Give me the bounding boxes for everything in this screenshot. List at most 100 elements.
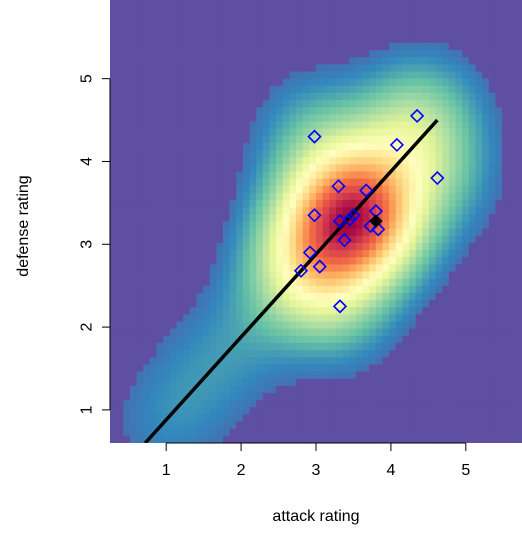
heatmap-cell <box>282 385 291 394</box>
heatmap-cell <box>143 157 151 165</box>
heatmap-cell <box>442 100 450 108</box>
heatmap-cell <box>415 50 423 58</box>
heatmap-cell <box>276 214 284 223</box>
heatmap-cell <box>442 71 450 80</box>
heatmap-cell <box>442 371 450 380</box>
heatmap-cell <box>502 364 510 373</box>
heatmap-cell <box>123 407 131 416</box>
heatmap-cell <box>183 21 191 30</box>
heatmap-cell <box>422 121 430 130</box>
heatmap-cell <box>236 400 244 408</box>
heatmap-cell <box>455 392 463 401</box>
heatmap-cell <box>515 371 522 380</box>
heatmap-cell <box>455 228 463 237</box>
heatmap-cell <box>508 92 516 101</box>
heatmap-cell <box>355 171 364 180</box>
heatmap-cell <box>382 357 390 366</box>
heatmap-cell <box>222 335 231 344</box>
heatmap-cell <box>143 135 151 144</box>
heatmap-cell <box>169 171 178 180</box>
heatmap-cell <box>435 378 443 387</box>
heatmap-cell <box>442 335 450 344</box>
heatmap-cell <box>468 85 477 94</box>
heatmap-cell <box>269 257 277 265</box>
heatmap-cell <box>508 114 516 123</box>
heatmap-cell <box>329 150 337 158</box>
x-tick-label: 1 <box>162 462 171 479</box>
heatmap-cell <box>242 364 251 373</box>
heatmap-cell <box>110 64 118 73</box>
heatmap-cell <box>468 385 477 394</box>
heatmap-cell <box>116 314 124 323</box>
heatmap-cell <box>495 21 503 30</box>
heatmap-cell <box>163 7 171 15</box>
heatmap-cell <box>495 378 503 387</box>
heatmap-cell <box>242 92 251 101</box>
heatmap-cell <box>402 71 410 80</box>
heatmap-cell <box>236 414 244 423</box>
heatmap-cell <box>502 257 510 265</box>
heatmap-cell <box>110 292 118 301</box>
heatmap-cell <box>116 428 124 437</box>
heatmap-cell <box>482 307 490 315</box>
heatmap-cell <box>369 64 377 73</box>
heatmap-cell <box>149 164 158 173</box>
heatmap-cell <box>216 364 224 373</box>
heatmap-cell <box>189 314 197 323</box>
heatmap-cell <box>169 321 178 330</box>
heatmap-cell <box>462 421 470 430</box>
heatmap-cell <box>355 242 364 251</box>
heatmap-cell <box>448 264 457 273</box>
heatmap-cell <box>389 28 397 37</box>
heatmap-cell <box>502 250 510 258</box>
heatmap-cell <box>262 107 271 115</box>
heatmap-cell <box>289 78 297 87</box>
heatmap-cell <box>349 350 357 358</box>
heatmap-cell <box>448 385 457 394</box>
heatmap-cell <box>475 292 483 301</box>
heatmap-cell <box>183 214 191 223</box>
heatmap-cell <box>249 7 257 15</box>
heatmap-cell <box>282 357 291 366</box>
heatmap-cell <box>309 42 317 51</box>
heatmap-cell <box>282 150 291 158</box>
heatmap-cell <box>209 228 217 237</box>
heatmap-cell <box>515 392 522 401</box>
heatmap-cell <box>229 164 237 173</box>
heatmap-cell <box>222 378 231 387</box>
heatmap-cell <box>415 150 423 158</box>
heatmap-cell <box>362 407 370 416</box>
data-point <box>307 129 322 144</box>
heatmap-cell <box>163 21 171 30</box>
heatmap-cell <box>176 328 184 337</box>
heatmap-cell <box>203 0 211 8</box>
heatmap-cell <box>375 200 384 208</box>
heatmap-cell <box>435 357 443 366</box>
heatmap-cell <box>242 142 251 151</box>
heatmap-cell <box>382 128 390 137</box>
heatmap-cell <box>488 92 497 101</box>
heatmap-cell <box>462 357 470 366</box>
heatmap-cell <box>508 328 516 337</box>
heatmap-cell <box>435 78 443 87</box>
heatmap-cell <box>143 150 151 158</box>
heatmap-cell <box>515 185 522 194</box>
heatmap-cell <box>442 142 450 151</box>
heatmap-cell <box>322 385 330 394</box>
heatmap-cell <box>236 114 244 123</box>
heatmap-cell <box>269 192 277 201</box>
heatmap-cell <box>269 235 277 244</box>
heatmap-cell <box>355 121 364 130</box>
heatmap-cell <box>143 71 151 80</box>
heatmap-cell <box>209 335 217 344</box>
heatmap-cell <box>269 350 277 358</box>
heatmap-cell <box>302 142 310 151</box>
heatmap-cell <box>362 28 370 37</box>
heatmap-cell <box>296 142 304 151</box>
heatmap-cell <box>475 228 483 237</box>
heatmap-cell <box>475 78 483 87</box>
heatmap-cell <box>422 321 430 330</box>
heatmap-cell <box>475 164 483 173</box>
heatmap-cell <box>282 128 291 137</box>
heatmap-cell <box>129 21 138 30</box>
